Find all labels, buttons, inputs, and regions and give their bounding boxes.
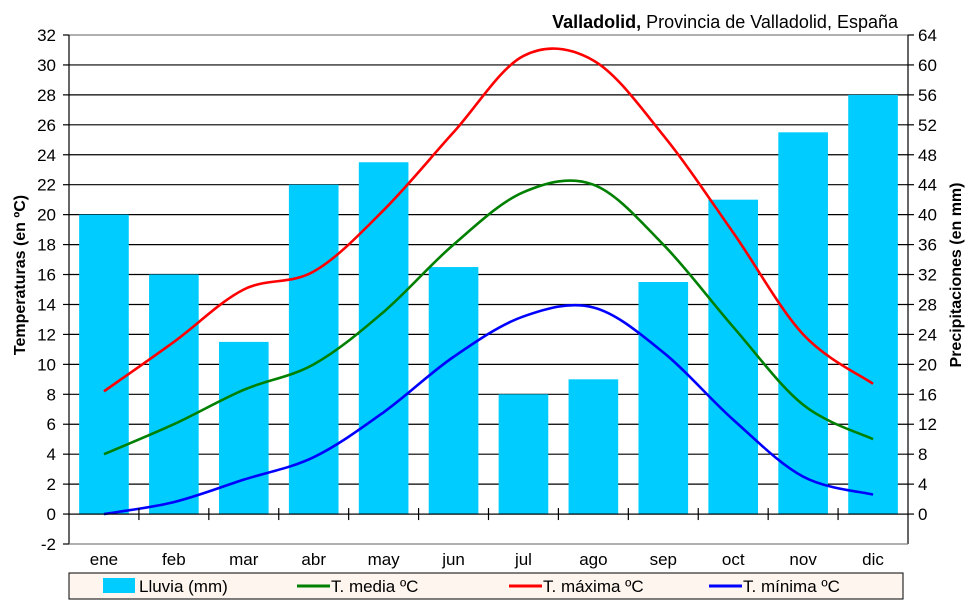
x-tick-label-jul: jul: [514, 550, 532, 569]
legend-item: T. mínima ºC: [709, 577, 840, 596]
y2-tick-label: 0: [918, 505, 927, 524]
x-tick-label-oct: oct: [722, 550, 745, 569]
bar-may: [358, 162, 409, 515]
y2-tick-label: 52: [918, 116, 937, 135]
y-tick-label: 10: [37, 355, 56, 374]
y-tick-label: 22: [37, 176, 56, 195]
y-tick-label: 28: [37, 86, 56, 105]
bar-mar: [218, 341, 269, 515]
y-tick-label: 24: [37, 146, 56, 165]
rain-bars: [79, 94, 898, 515]
legend-item: T. máxima ºC: [509, 577, 644, 596]
x-tick-label-ago: ago: [579, 550, 607, 569]
y2-tick-label: 60: [918, 56, 937, 75]
x-tick-label-sep: sep: [650, 550, 677, 569]
bar-jun: [428, 267, 479, 515]
x-tick-label-ene: ene: [90, 550, 118, 569]
y2-tick-label: 36: [918, 236, 937, 255]
x-tick-label-may: may: [368, 550, 401, 569]
bar-oct: [708, 199, 759, 515]
bar-nov: [778, 132, 828, 515]
gridlines: [69, 34, 908, 515]
y2-axis-title: Precipitaciones (en mm): [948, 183, 965, 368]
y2-tick-label: 44: [918, 176, 937, 195]
max-temp-line: [103, 47, 874, 393]
y2-tick-label: 40: [918, 206, 937, 225]
legend-label: Lluvia (mm): [139, 577, 228, 596]
legend-label: T. mínima ºC: [743, 577, 840, 596]
legend: Lluvia (mm) T. media ºC T. máxima ºC T. mín…: [68, 572, 904, 600]
y-tick-label: -2: [41, 535, 56, 554]
x-tick-label-feb: feb: [162, 550, 186, 569]
bar-dic: [848, 94, 898, 515]
chart-title-region: Provincia de Valladolid, España: [641, 12, 899, 32]
legend-item: Lluvia (mm): [103, 577, 228, 596]
legend-item: T. media ºC: [297, 577, 418, 596]
bar-sep: [638, 282, 689, 515]
y-tick-label: 12: [37, 325, 56, 344]
y-tick-label: 2: [47, 475, 56, 494]
x-tick-label-jun: jun: [441, 550, 465, 569]
y2-tick-label: 32: [918, 266, 937, 285]
legend-label: T. máxima ºC: [543, 577, 644, 596]
y-tick-label: 26: [37, 116, 56, 135]
y-axis-title: Temperaturas (en ºC): [12, 195, 29, 355]
y2-tick-label: 20: [918, 355, 937, 374]
y-tick-label: 30: [37, 56, 56, 75]
y2-tick-label: 56: [918, 86, 937, 105]
chart-title: Valladolid, Provincia de Valladolid, Esp…: [552, 12, 899, 32]
y2-tick-label: 8: [918, 445, 927, 464]
y2-tick-label: 4: [918, 475, 927, 494]
y2-tick-label: 24: [918, 325, 937, 344]
bar-jul: [498, 394, 549, 515]
y-tick-label: 32: [37, 26, 56, 45]
y2-tick-label: 48: [918, 146, 937, 165]
bar-abr: [288, 184, 339, 515]
y-tick-label: 6: [47, 415, 56, 434]
x-tick-label-nov: nov: [789, 550, 817, 569]
bar-feb: [149, 274, 199, 515]
legend-label: T. media ºC: [331, 577, 418, 596]
y-tick-label: 0: [47, 505, 56, 524]
y-tick-label: 4: [47, 445, 56, 464]
y2-tick-label: 28: [918, 295, 937, 314]
x-tick-label-mar: mar: [229, 550, 259, 569]
bar-ago: [568, 379, 619, 515]
temperature-lines: [103, 47, 874, 516]
chart-title-city: Valladolid,: [552, 12, 641, 32]
bar-ene: [79, 214, 129, 515]
y-tick-label: 8: [47, 385, 56, 404]
y-tick-label: 16: [37, 266, 56, 285]
legend-swatch-rain: [103, 578, 135, 593]
y-tick-label: 20: [37, 206, 56, 225]
y-tick-label: 18: [37, 236, 56, 255]
y2-tick-label: 16: [918, 385, 937, 404]
legend-box: [68, 572, 904, 600]
y2-tick-label: 12: [918, 415, 937, 434]
x-tick-label-abr: abr: [301, 550, 326, 569]
y-tick-label: 14: [37, 295, 56, 314]
y2-tick-label: 64: [918, 26, 937, 45]
x-tick-label-dic: dic: [862, 550, 884, 569]
x-axis-ticks: ene feb mar abr may jun jul ago sep oct nov dic: [90, 508, 884, 569]
